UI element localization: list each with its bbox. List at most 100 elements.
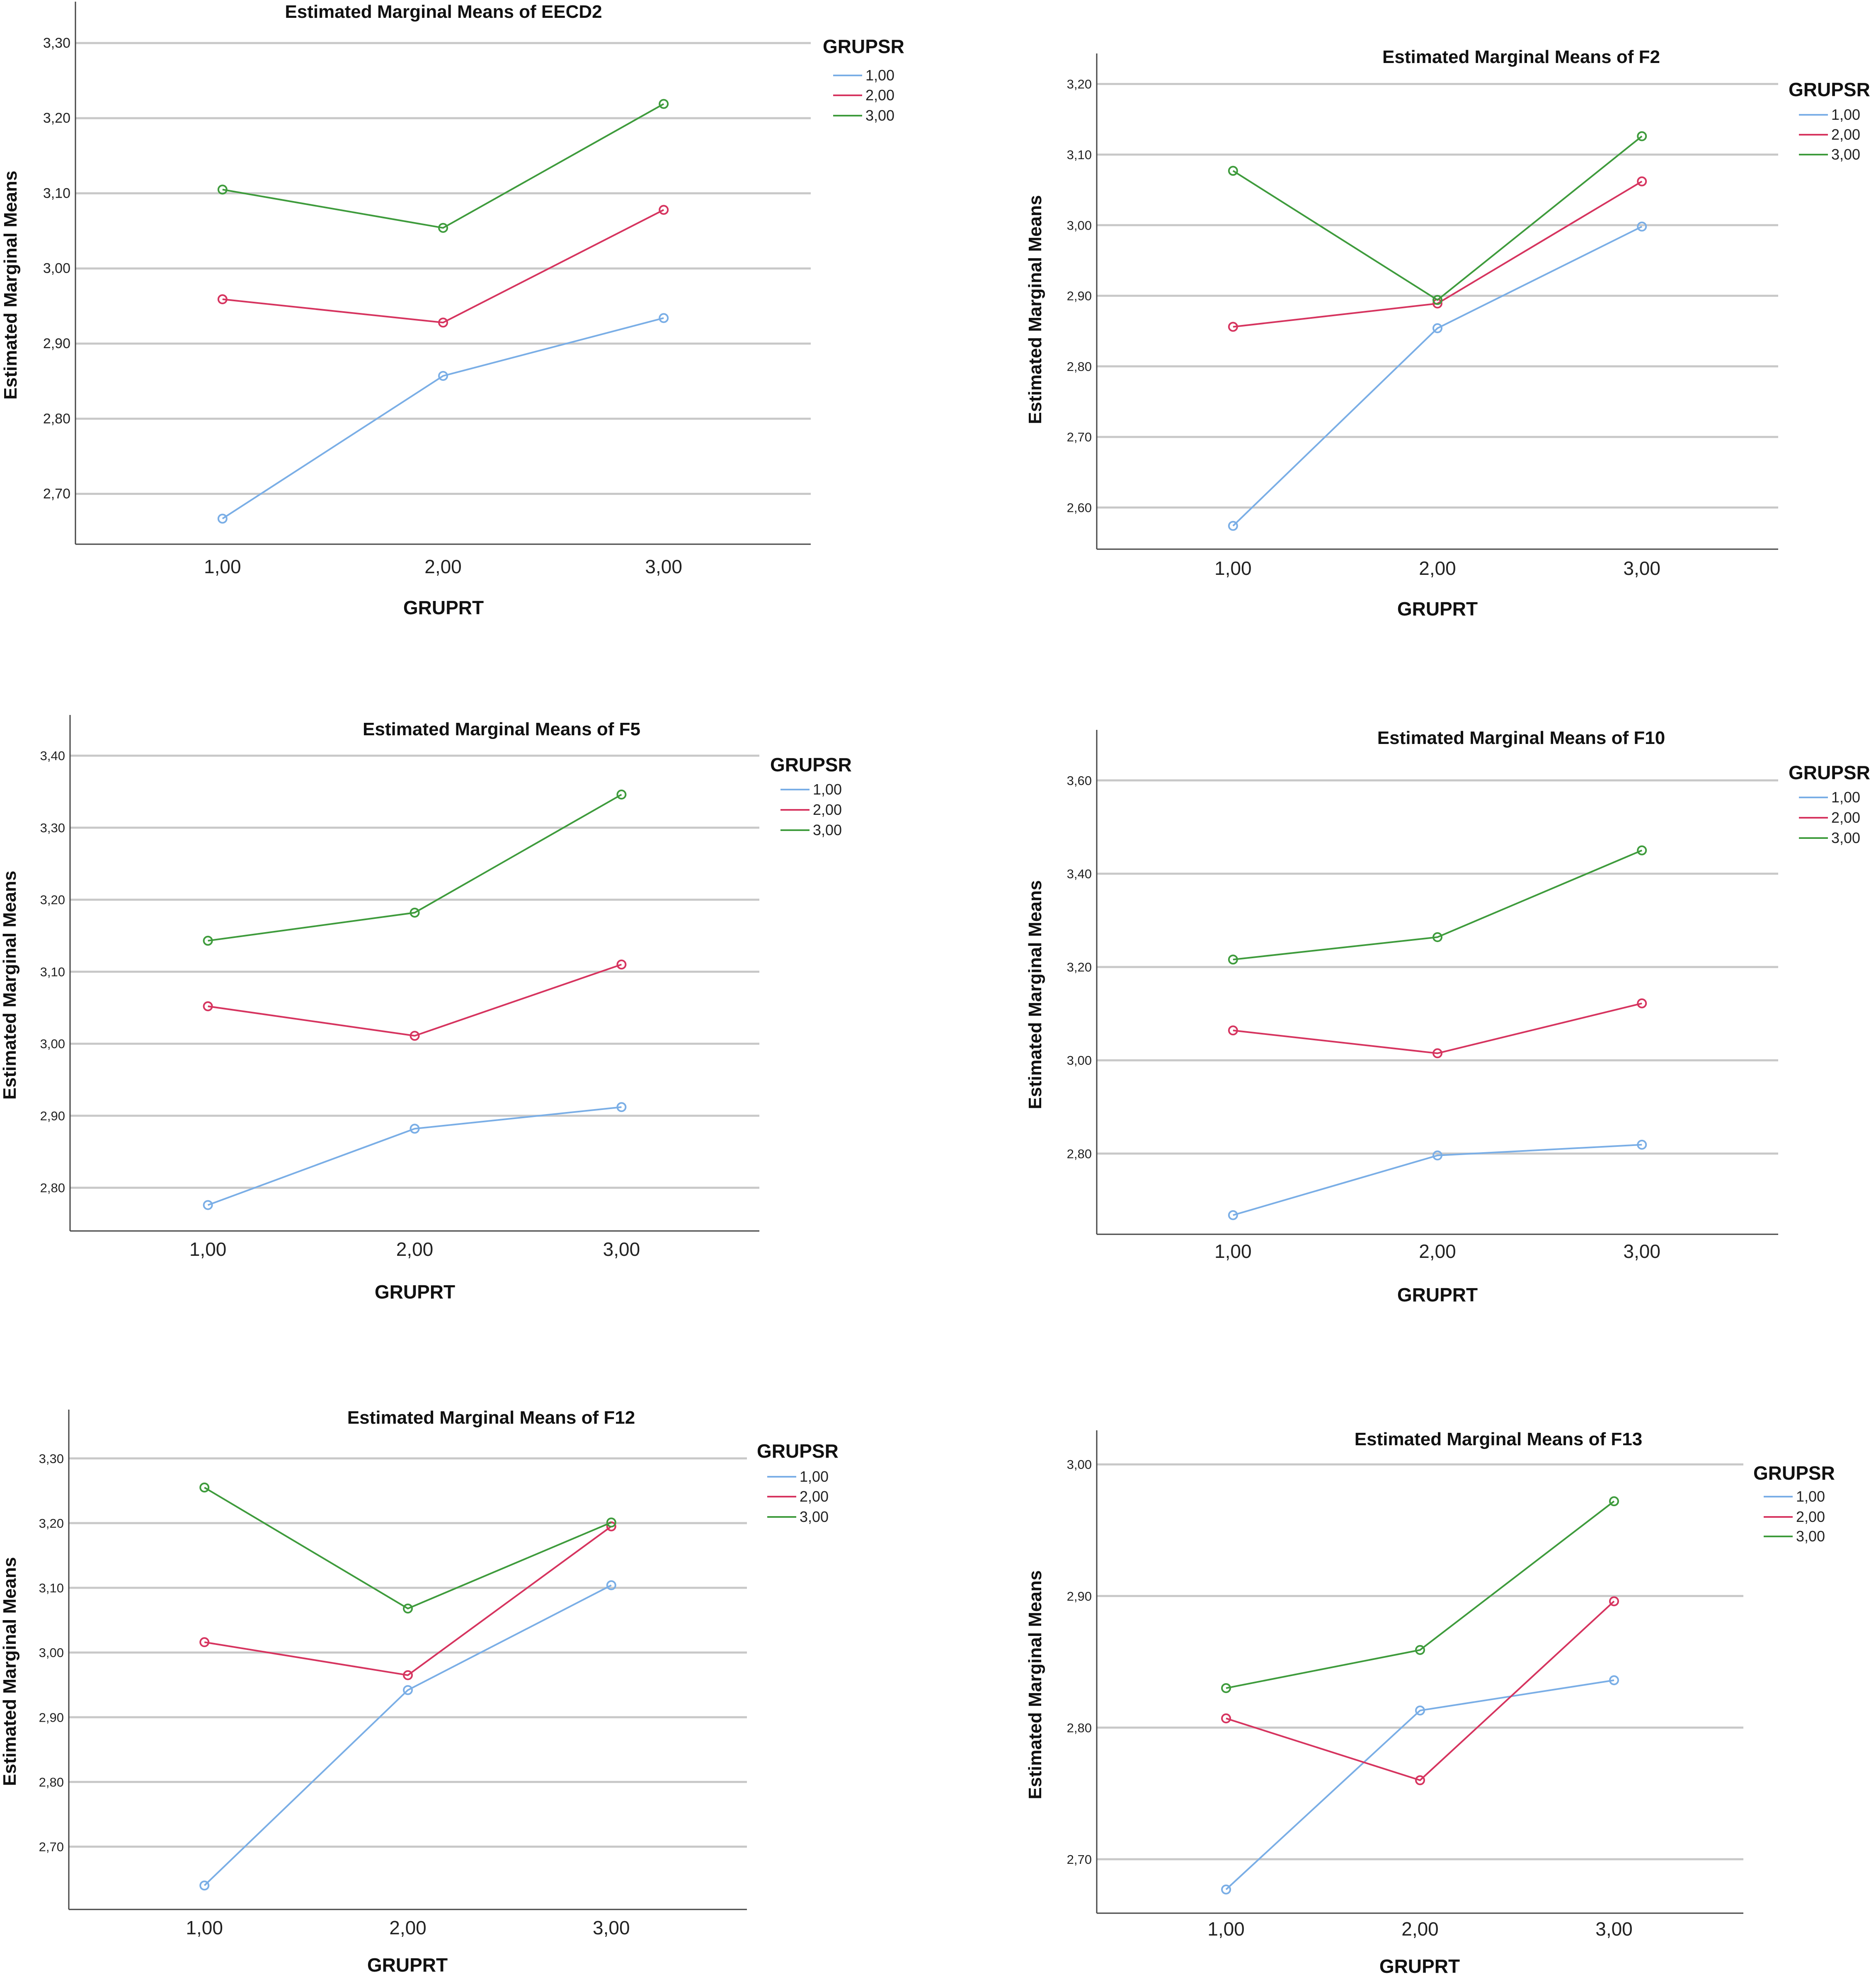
y-tick-label: 3,10 [43, 185, 70, 201]
chart-title: Estimated Marginal Means of F13 [1355, 1429, 1642, 1449]
x-tick-label: 3,00 [645, 556, 682, 577]
data-point [616, 1102, 627, 1112]
y-tick-label: 3,00 [43, 261, 70, 276]
legend-label: 2,00 [1831, 126, 1860, 143]
data-point [1221, 1884, 1231, 1895]
data-point [1637, 1139, 1647, 1150]
data-point [1432, 295, 1442, 305]
x-axis-label: GRUPRT [1397, 1284, 1478, 1306]
legend-label: 2,00 [813, 801, 842, 818]
data-point [1637, 845, 1647, 855]
y-axis-label: Estimated Marginal Means [0, 871, 20, 1100]
y-tick-label: 3,00 [39, 1645, 64, 1660]
data-point [203, 1200, 213, 1210]
series-line [204, 1487, 612, 1610]
x-tick-label: 2,00 [1419, 557, 1456, 579]
series-line [204, 1526, 612, 1676]
series-line [1226, 1600, 1615, 1781]
y-tick-label: 2,80 [1067, 359, 1092, 374]
data-point [1432, 323, 1442, 333]
series-line [208, 964, 622, 1037]
data-point [1228, 166, 1238, 176]
y-axis-label: Estimated Marginal Means [1025, 195, 1045, 424]
legend-title: GRUPSR [1789, 762, 1870, 783]
y-tick-label: 3,60 [1067, 773, 1092, 788]
x-tick-label: 3,00 [1623, 557, 1660, 579]
y-tick-label: 2,90 [40, 1109, 65, 1123]
data-point [203, 1001, 213, 1011]
y-tick-label: 2,90 [1067, 1589, 1092, 1604]
y-tick-label: 3,10 [39, 1581, 64, 1595]
chart-title: Estimated Marginal Means of F10 [1377, 728, 1665, 748]
series-line [1233, 849, 1642, 961]
y-tick-label: 2,80 [1067, 1720, 1092, 1735]
data-point [1228, 322, 1238, 332]
series-line [208, 794, 622, 942]
y-tick-label: 2,70 [43, 486, 70, 502]
x-tick-label: 3,00 [1595, 1918, 1633, 1940]
legend-label: 3,00 [800, 1508, 829, 1525]
series-line [1232, 225, 1643, 527]
data-point [438, 317, 448, 328]
series-line [222, 103, 664, 229]
legend-label: 1,00 [1831, 789, 1860, 806]
legend-label: 3,00 [1796, 1528, 1825, 1545]
data-point [1432, 932, 1442, 942]
y-axis-label: Estimated Marginal Means [1025, 880, 1045, 1110]
data-point [606, 1580, 616, 1590]
data-point [1228, 955, 1238, 965]
y-tick-label: 3,00 [1067, 218, 1092, 233]
data-point [410, 1124, 420, 1134]
y-tick-label: 2,80 [1067, 1146, 1092, 1161]
legend-label: 1,00 [800, 1468, 829, 1485]
x-tick-label: 2,00 [396, 1238, 434, 1260]
data-point [606, 1521, 616, 1531]
data-point [217, 514, 228, 524]
series-line [204, 1585, 612, 1886]
legend-label: 1,00 [865, 67, 894, 84]
legend-label: 3,00 [813, 821, 842, 838]
x-axis-label: GRUPRT [375, 1281, 455, 1303]
y-tick-label: 2,80 [40, 1181, 65, 1195]
legend-label: 1,00 [1796, 1488, 1825, 1505]
legend-title: GRUPSR [823, 36, 904, 57]
x-tick-label: 1,00 [1214, 1240, 1252, 1262]
y-tick-label: 3,00 [1067, 1457, 1092, 1472]
x-tick-label: 3,00 [593, 1917, 630, 1938]
data-point [1415, 1775, 1425, 1786]
y-tick-label: 3,00 [1067, 1053, 1092, 1068]
data-point [1221, 1713, 1231, 1724]
x-tick-label: 2,00 [389, 1917, 427, 1938]
y-axis-label: Estimated Marginal Means [1025, 1570, 1045, 1800]
data-point [203, 935, 213, 946]
x-tick-label: 2,00 [424, 556, 462, 577]
x-tick-label: 3,00 [603, 1238, 640, 1260]
data-point [1415, 1645, 1425, 1655]
data-point [410, 908, 420, 918]
y-tick-label: 2,60 [1067, 501, 1092, 515]
data-point [410, 1031, 420, 1041]
y-tick-label: 3,10 [40, 964, 65, 979]
legend-label: 2,00 [800, 1488, 829, 1505]
data-point [1432, 1150, 1442, 1161]
data-point [1637, 998, 1647, 1008]
data-point [659, 205, 669, 215]
y-tick-label: 3,20 [1067, 77, 1092, 92]
data-point [1609, 1596, 1619, 1606]
data-point [1228, 1210, 1238, 1220]
chart-panel: 2,60 2,70 2,80 2,90 3,00 3,10 3,20 1,00 2,00 3,00… [1025, 47, 1870, 620]
series-line [222, 209, 664, 324]
y-axis-label: Estimated Marginal Means [0, 171, 21, 400]
data-point [616, 959, 627, 970]
x-tick-label: 1,00 [186, 1917, 223, 1938]
data-point [403, 1685, 413, 1695]
x-axis-label: GRUPRT [1397, 598, 1478, 620]
chart-title: Estimated Marginal Means of F12 [347, 1408, 635, 1428]
data-point [606, 1517, 616, 1528]
x-tick-label: 2,00 [1419, 1240, 1456, 1262]
data-point [1228, 521, 1238, 531]
legend-label: 3,00 [865, 107, 894, 124]
y-tick-label: 3,20 [39, 1516, 64, 1531]
legend-label: 2,00 [865, 87, 894, 104]
